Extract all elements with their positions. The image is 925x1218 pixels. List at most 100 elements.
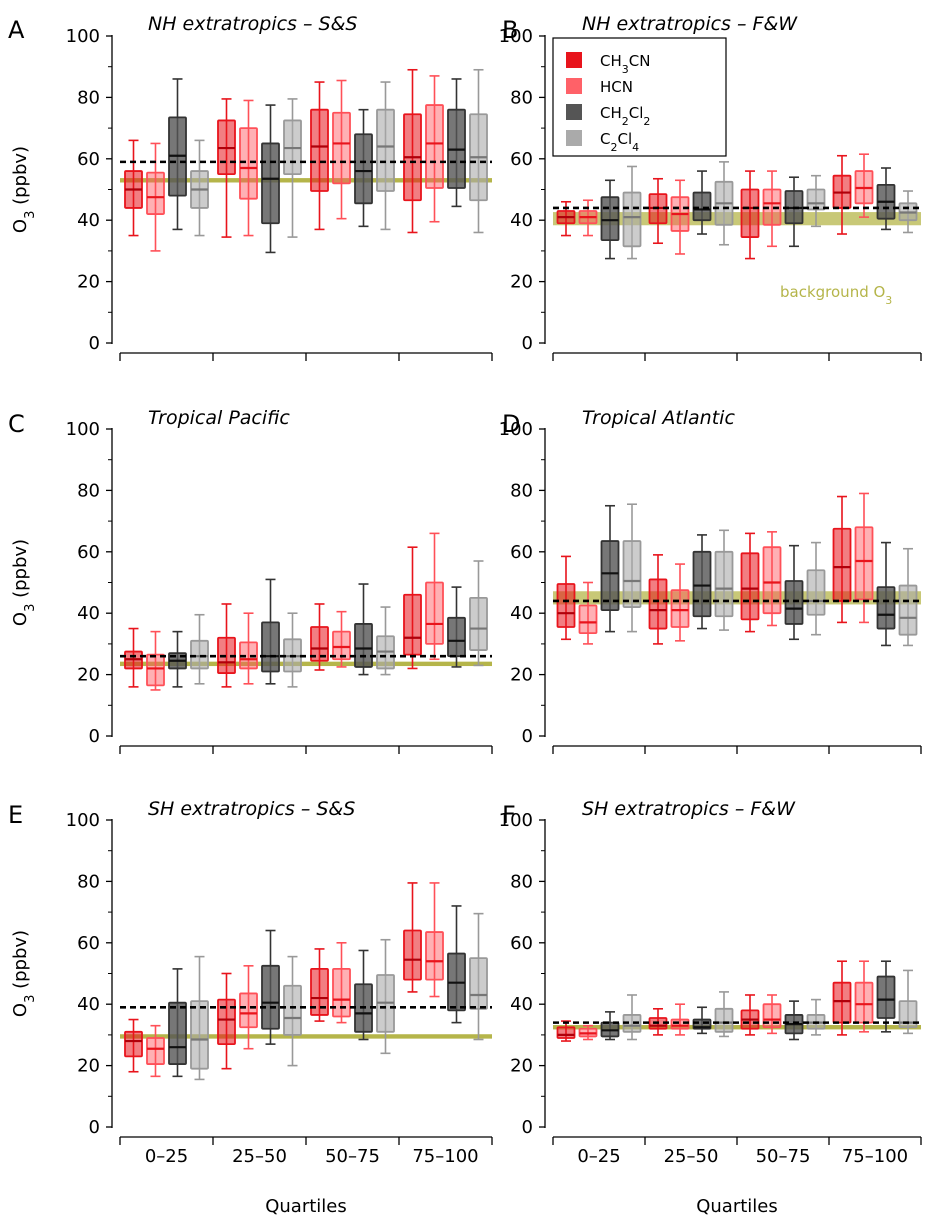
box-iqr [740, 188, 760, 238]
y-tick-label: 80 [77, 871, 100, 892]
box-iqr [692, 550, 712, 618]
box-C-q2-C2Cl4 [283, 612, 302, 688]
y-axis-label: O3 (ppbv) [10, 539, 38, 626]
y-tick-label: 60 [77, 933, 100, 954]
box-iqr [124, 1030, 143, 1058]
box-iqr [578, 604, 598, 635]
box-iqr [600, 196, 620, 242]
box-iqr [806, 188, 826, 211]
box-F-q4-CH3CN [832, 960, 852, 1036]
box-E-q1-CH3CN [124, 1018, 143, 1073]
panel-C: 0 20 40 60 80 100 C Tropical Pacific O3 (ppbv) [8, 407, 493, 754]
box-E-q1-C2Cl4 [190, 955, 209, 1081]
panel-letter: A [8, 16, 25, 44]
box-C-q1-HCN [146, 630, 165, 691]
box-D-q3-CH2Cl2 [784, 544, 804, 641]
box-B-q3-HCN [762, 170, 782, 248]
box-A-q4-HCN [425, 75, 444, 223]
legend-swatch-C2Cl4 [566, 130, 582, 146]
box-F-q3-CH2Cl2 [784, 1000, 804, 1041]
box-iqr [261, 142, 280, 225]
panel-letter: E [8, 801, 23, 829]
legend-label-C2Cl4: C2Cl4 [600, 130, 639, 154]
box-A-q1-CH3CN [124, 139, 143, 237]
x-tick-label: 25–50 [664, 1146, 719, 1167]
box-iqr [403, 593, 422, 656]
box-C-q3-C2Cl4 [376, 606, 395, 676]
box-D-q1-C2Cl4 [622, 503, 642, 633]
box-E-q4-HCN [425, 882, 444, 998]
box-iqr [854, 526, 874, 601]
box-iqr [714, 550, 734, 618]
box-F-q3-CH3CN [740, 994, 760, 1036]
y-tick-label: 40 [77, 210, 100, 231]
box-iqr [832, 527, 852, 602]
box-D-q4-CH2Cl2 [876, 541, 896, 647]
box-B-q2-CH2Cl2 [692, 170, 712, 235]
box-E-q2-CH2Cl2 [261, 929, 280, 1045]
box-C-q4-HCN [425, 532, 444, 661]
legend-swatch-CH3CN [566, 52, 582, 68]
box-E-q4-CH3CN [403, 882, 422, 993]
y-tick-label: 60 [77, 149, 100, 170]
box-A-q3-HCN [332, 79, 351, 220]
box-A-q4-CH3CN [403, 68, 422, 234]
box-iqr [146, 653, 165, 687]
box-D-q2-HCN [670, 563, 690, 642]
box-C-q1-CH3CN [124, 627, 143, 688]
box-F-q1-HCN [578, 1024, 598, 1041]
box-iqr [898, 584, 918, 636]
box-iqr [622, 191, 642, 248]
box-E-q3-CH2Cl2 [354, 949, 373, 1041]
box-D-q2-C2Cl4 [714, 529, 734, 631]
box-iqr [806, 569, 826, 616]
box-iqr [310, 626, 329, 662]
box-F-q4-C2Cl4 [898, 969, 918, 1035]
panel-letter: F [502, 801, 516, 829]
panel-A: 0 20 40 60 80 100 A NH extratropics – S&S O3 (pp… [8, 13, 493, 361]
box-D-q2-CH2Cl2 [692, 534, 712, 630]
y-tick-label: 0 [522, 333, 533, 354]
box-iqr [403, 929, 422, 981]
panel-letter: C [8, 410, 25, 438]
box-D-q1-HCN [578, 581, 598, 645]
y-tick-label: 60 [510, 542, 533, 563]
box-iqr [261, 621, 280, 673]
x-tick-label: 50–75 [325, 1146, 380, 1167]
box-iqr [670, 1018, 690, 1030]
box-C-q3-HCN [332, 610, 351, 668]
box-A-q4-C2Cl4 [469, 68, 488, 234]
box-iqr [239, 992, 258, 1029]
y-tick-label: 80 [77, 87, 100, 108]
box-E-q3-CH3CN [310, 948, 329, 1022]
y-tick-label: 100 [499, 419, 533, 440]
y-tick-label: 20 [77, 272, 100, 293]
box-E-q2-HCN [239, 965, 258, 1050]
y-tick-label: 40 [510, 994, 533, 1015]
box-C-q4-C2Cl4 [469, 560, 488, 667]
y-tick-label: 20 [77, 665, 100, 686]
y-tick-label: 40 [510, 210, 533, 231]
box-iqr [261, 964, 280, 1030]
box-iqr [146, 1037, 165, 1065]
box-iqr [469, 596, 488, 651]
background-o3-band [120, 661, 492, 667]
box-B-q4-CH3CN [832, 154, 852, 235]
y-tick-label: 0 [522, 1117, 533, 1138]
y-tick-label: 0 [89, 1117, 100, 1138]
box-A-q3-CH3CN [310, 81, 329, 231]
box-A-q4-CH2Cl2 [447, 78, 466, 208]
x-tick-label: 50–75 [756, 1146, 811, 1167]
box-iqr [354, 623, 373, 668]
box-E-q1-CH2Cl2 [168, 968, 187, 1078]
box-iqr [146, 171, 165, 215]
y-tick-label: 40 [77, 603, 100, 624]
y-axis-label: O3 (ppbv) [10, 930, 38, 1017]
panel-title: NH extratropics – S&S [148, 13, 357, 35]
box-F-q1-CH2Cl2 [600, 1011, 620, 1041]
panel-title: Tropical Pacific [148, 407, 290, 429]
box-B-q4-C2Cl4 [898, 190, 918, 234]
y-tick-label: 60 [510, 149, 533, 170]
